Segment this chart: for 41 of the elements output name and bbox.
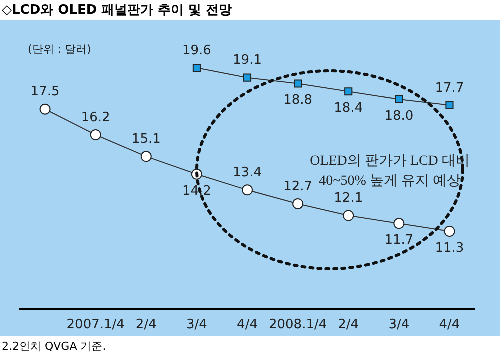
point bbox=[292, 198, 304, 210]
point bbox=[394, 218, 405, 230]
point bbox=[344, 88, 353, 96]
point bbox=[444, 226, 456, 238]
x-tick-label: 2/4 bbox=[136, 318, 157, 333]
data-label: 17.5 bbox=[30, 84, 60, 100]
text: (단위 : 달러) bbox=[28, 42, 92, 57]
point bbox=[140, 151, 152, 162]
x-tick-label: 2008.1/4 bbox=[268, 318, 328, 333]
data-label: 17.7 bbox=[435, 80, 464, 96]
data-label: 13.4 bbox=[233, 166, 262, 181]
data-label: 19.1 bbox=[233, 53, 262, 68]
point bbox=[294, 80, 302, 88]
x-tick-label: 4/4 bbox=[237, 318, 258, 333]
point bbox=[192, 64, 201, 72]
x-tick-label: 3/4 bbox=[186, 318, 208, 333]
point bbox=[40, 104, 51, 115]
annotation: OLED의 판가가 LCD 대비 40~50% 높게 유지 예상 bbox=[310, 154, 470, 189]
data-label: 16.2 bbox=[81, 110, 110, 126]
data-label: 11.3 bbox=[435, 240, 464, 256]
x-tick-label: 4/4 bbox=[439, 318, 460, 333]
data-label: 19.6 bbox=[182, 43, 212, 58]
data-label: 11.7 bbox=[384, 233, 414, 248]
chart-title: ◇LCD와 OLED 패널판가 추이 및 전망 bbox=[2, 2, 232, 19]
x-tick-label: 2007.1/4 bbox=[66, 318, 125, 333]
point bbox=[446, 101, 454, 110]
point bbox=[395, 95, 404, 104]
data-label: 18.8 bbox=[284, 93, 313, 108]
data-label: 15.1 bbox=[132, 132, 161, 148]
point bbox=[242, 184, 253, 196]
point bbox=[343, 210, 354, 222]
x-tick-label: 2/4 bbox=[338, 318, 360, 333]
data-label: 12.1 bbox=[334, 191, 364, 206]
point bbox=[243, 74, 252, 82]
point bbox=[90, 129, 102, 140]
data-label: 14.2 bbox=[182, 184, 212, 199]
text: 2.2인치 QVGA 기준. bbox=[2, 339, 106, 354]
x-tick-label: 3/4 bbox=[388, 318, 410, 333]
data-label: 12.7 bbox=[284, 179, 313, 194]
data-label: 18.4 bbox=[334, 101, 364, 116]
data-label: 18.0 bbox=[384, 108, 414, 124]
